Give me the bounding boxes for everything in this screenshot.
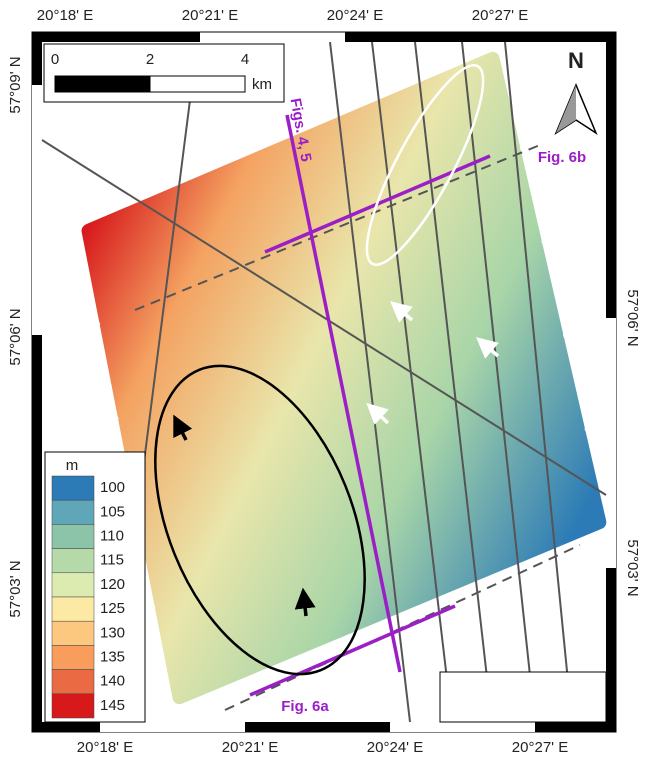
legend-label: 145 <box>100 697 125 714</box>
frame-tick <box>390 722 535 732</box>
scale-tick-label: 0 <box>51 51 59 68</box>
axis-label: 20°24' E <box>327 7 383 24</box>
scale-bar-segment <box>150 76 245 92</box>
legend-swatch <box>52 597 94 621</box>
axis-label: 20°18' E <box>37 7 93 24</box>
legend-title: m <box>66 457 79 474</box>
scale-unit: km <box>252 76 272 93</box>
legend-swatch <box>52 573 94 597</box>
legend-swatch <box>52 524 94 548</box>
figure-label: Fig. 6b <box>538 149 586 166</box>
axis-label: 20°27' E <box>512 739 568 756</box>
legend-label: 140 <box>100 673 125 690</box>
axis-label: 57°09' N <box>7 56 24 113</box>
legend-label: 135 <box>100 648 125 665</box>
scale-tick-label: 2 <box>146 51 154 68</box>
north-label: N <box>568 48 584 73</box>
legend-swatch <box>52 549 94 573</box>
axis-label: 57°06' N <box>624 289 641 346</box>
axis-label: 20°18' E <box>77 739 133 756</box>
line-legend-box <box>440 672 606 722</box>
legend-label: 110 <box>100 527 124 544</box>
map: Figs. 4, 5 Fig. 6b Fig. 6a 024km N m 100… <box>0 0 648 764</box>
legend-label: 105 <box>100 503 125 520</box>
frame-tick <box>32 85 42 335</box>
frame-tick <box>490 32 616 42</box>
axis-label: 57°03' N <box>7 560 24 617</box>
legend-swatch <box>52 694 94 718</box>
frame-tick <box>606 318 616 568</box>
frame-tick <box>100 722 245 732</box>
legend-label: 100 <box>100 479 125 496</box>
axis-label: 57°06' N <box>7 308 24 365</box>
frame-tick <box>345 32 490 42</box>
axis-label: 20°21' E <box>182 7 238 24</box>
legend-label: 115 <box>100 552 124 569</box>
axis-label: 20°27' E <box>472 7 528 24</box>
frame-tick <box>42 32 200 42</box>
legend-label: 125 <box>100 600 125 617</box>
scale-bar-segment <box>55 76 150 92</box>
legend-swatch <box>52 476 94 500</box>
legend-label: 130 <box>100 624 125 641</box>
scale-tick-label: 4 <box>241 51 249 68</box>
axis-label: 57°03' N <box>624 539 641 596</box>
legend-swatch <box>52 621 94 645</box>
legend-swatch <box>52 645 94 669</box>
legend-label: 120 <box>100 576 125 593</box>
figure-label: Fig. 6a <box>281 698 329 715</box>
legend-swatch <box>52 500 94 524</box>
axis-label: 20°24' E <box>367 739 423 756</box>
axis-label: 20°21' E <box>222 739 278 756</box>
legend-swatch <box>52 670 94 694</box>
